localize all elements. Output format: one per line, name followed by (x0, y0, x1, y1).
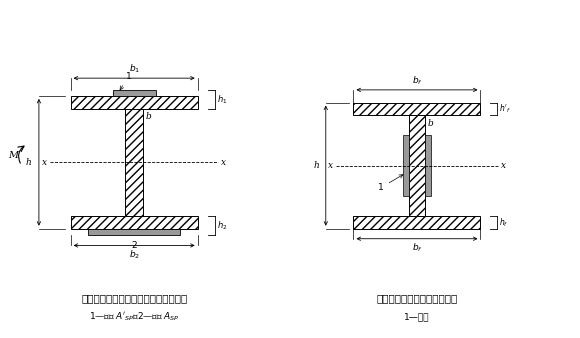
Text: 1—粘锂: 1—粘锂 (404, 312, 430, 321)
Bar (71, 216, 198, 229)
Bar (353, 103, 480, 115)
Bar (409, 115, 425, 216)
Text: x: x (221, 158, 226, 167)
Text: $b_f$: $b_f$ (412, 74, 422, 87)
Text: $b_f$: $b_f$ (412, 242, 422, 254)
Text: 工字形截面构件正截面受弯承载力计算: 工字形截面构件正截面受弯承载力计算 (81, 293, 187, 303)
Bar (403, 136, 409, 196)
Text: $b_2$: $b_2$ (129, 248, 140, 261)
Text: $h'_f$: $h'_f$ (499, 103, 511, 115)
Bar (425, 136, 431, 196)
Text: 工字形截面构件受剪加固计算: 工字形截面构件受剪加固计算 (376, 293, 458, 303)
Text: $h_1$: $h_1$ (218, 93, 228, 105)
Text: 2: 2 (131, 241, 137, 250)
Text: x: x (501, 161, 506, 170)
Text: b: b (146, 112, 151, 121)
Text: b: b (427, 119, 433, 128)
Text: x: x (328, 161, 333, 170)
Bar (353, 216, 480, 229)
Text: h: h (314, 161, 320, 170)
Text: $b_1$: $b_1$ (129, 63, 140, 75)
Bar (125, 108, 143, 216)
Text: 1: 1 (120, 72, 131, 90)
Text: $h_f$: $h_f$ (499, 216, 508, 228)
Text: 1—粘钢 $A'_{SP}$；2—粘钢 $A_{SP}$: 1—粘钢 $A'_{SP}$；2—粘钢 $A_{SP}$ (89, 310, 179, 323)
Bar (71, 96, 198, 108)
Text: x: x (42, 158, 47, 167)
Text: h: h (26, 158, 31, 167)
Text: $h_2$: $h_2$ (218, 219, 228, 232)
Bar (88, 229, 180, 235)
Text: M: M (8, 151, 18, 160)
Text: 1: 1 (378, 175, 403, 192)
Bar (113, 90, 156, 96)
